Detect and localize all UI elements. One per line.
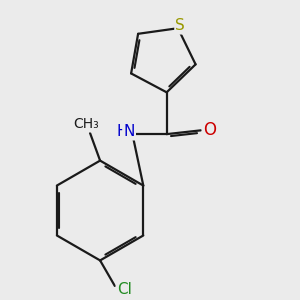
Text: N: N xyxy=(123,124,135,139)
Text: O: O xyxy=(203,121,216,139)
Text: Cl: Cl xyxy=(117,282,132,297)
Text: CH₃: CH₃ xyxy=(73,117,99,131)
Text: S: S xyxy=(176,18,185,33)
Text: H: H xyxy=(116,124,128,139)
